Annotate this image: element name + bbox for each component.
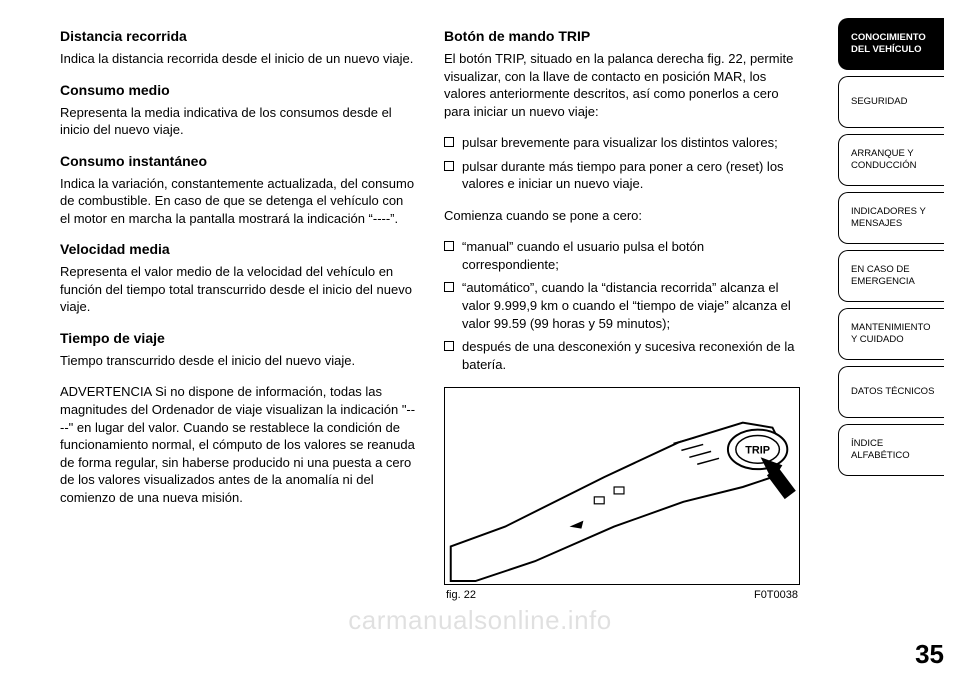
figure-container: TRIP fig. 22 F0T0038 xyxy=(444,387,800,601)
body-advertencia: ADVERTENCIA Si no dispone de información… xyxy=(60,383,416,506)
content-area: Distancia recorrida Indica la distancia … xyxy=(60,28,800,601)
tab-arranque[interactable]: ARRANQUE Y CONDUCCIÓN xyxy=(838,134,944,186)
list-item: “automático”, cuando la “distancia recor… xyxy=(444,279,800,332)
figure-code: F0T0038 xyxy=(754,589,798,601)
heading-tiempo-viaje: Tiempo de viaje xyxy=(60,330,416,346)
bullet-icon xyxy=(444,241,454,251)
bullet-icon xyxy=(444,161,454,171)
body-consumo-medio: Representa la media indicativa de los co… xyxy=(60,104,416,139)
tab-datos-tecnicos[interactable]: DATOS TÉCNICOS xyxy=(838,366,944,418)
list-item: pulsar durante más tiempo para poner a c… xyxy=(444,158,800,193)
body-comienza: Comienza cuando se pone a cero: xyxy=(444,207,800,225)
page-root: Distancia recorrida Indica la distancia … xyxy=(0,0,960,678)
heading-consumo-medio: Consumo medio xyxy=(60,82,416,98)
right-column: Botón de mando TRIP El botón TRIP, situa… xyxy=(444,28,800,601)
tab-seguridad[interactable]: SEGURIDAD xyxy=(838,76,944,128)
bullet-icon xyxy=(444,137,454,147)
figure-label: fig. 22 xyxy=(446,589,476,601)
bullet-text: “automático”, cuando la “distancia recor… xyxy=(462,279,800,332)
tab-mantenimiento[interactable]: MANTENIMIENTO Y CUIDADO xyxy=(838,308,944,360)
body-distancia: Indica la distancia recorrida desde el i… xyxy=(60,50,416,68)
body-trip-intro: El botón TRIP, situado en la palanca der… xyxy=(444,50,800,120)
heading-consumo-instantaneo: Consumo instantáneo xyxy=(60,153,416,169)
tab-emergencia[interactable]: EN CASO DE EMERGENCIA xyxy=(838,250,944,302)
bullet-list-2: “manual” cuando el usuario pulsa el botó… xyxy=(444,238,800,373)
tab-conocimiento[interactable]: CONOCIMIENTO DEL VEHÍCULO xyxy=(838,18,944,70)
bullet-text: después de una desconexión y sucesiva re… xyxy=(462,338,800,373)
list-item: pulsar brevemente para visualizar los di… xyxy=(444,134,800,152)
left-column: Distancia recorrida Indica la distancia … xyxy=(60,28,416,601)
section-tabs: CONOCIMIENTO DEL VEHÍCULO SEGURIDAD ARRA… xyxy=(838,18,944,476)
list-item: “manual” cuando el usuario pulsa el botó… xyxy=(444,238,800,273)
page-number: 35 xyxy=(915,639,944,670)
bullet-icon xyxy=(444,341,454,351)
bullet-text: “manual” cuando el usuario pulsa el botó… xyxy=(462,238,800,273)
list-item: después de una desconexión y sucesiva re… xyxy=(444,338,800,373)
figure-trip-lever: TRIP xyxy=(444,387,800,585)
heading-trip: Botón de mando TRIP xyxy=(444,28,800,44)
heading-distancia: Distancia recorrida xyxy=(60,28,416,44)
bullet-icon xyxy=(444,282,454,292)
tab-indice[interactable]: ÍNDICE ALFABÉTICO xyxy=(838,424,944,476)
trip-button-label: TRIP xyxy=(745,445,770,457)
bullet-text: pulsar brevemente para visualizar los di… xyxy=(462,134,778,152)
body-consumo-instantaneo: Indica la variación, constantemente actu… xyxy=(60,175,416,228)
watermark-text: carmanualsonline.info xyxy=(0,605,960,636)
tab-indicadores[interactable]: INDICADORES Y MENSAJES xyxy=(838,192,944,244)
bullet-list-1: pulsar brevemente para visualizar los di… xyxy=(444,134,800,193)
bullet-text: pulsar durante más tiempo para poner a c… xyxy=(462,158,800,193)
figure-caption: fig. 22 F0T0038 xyxy=(444,589,800,601)
body-velocidad-media: Representa el valor medio de la velocida… xyxy=(60,263,416,316)
body-tiempo-viaje: Tiempo transcurrido desde el inicio del … xyxy=(60,352,416,370)
trip-lever-illustration: TRIP xyxy=(445,388,799,584)
heading-velocidad-media: Velocidad media xyxy=(60,241,416,257)
